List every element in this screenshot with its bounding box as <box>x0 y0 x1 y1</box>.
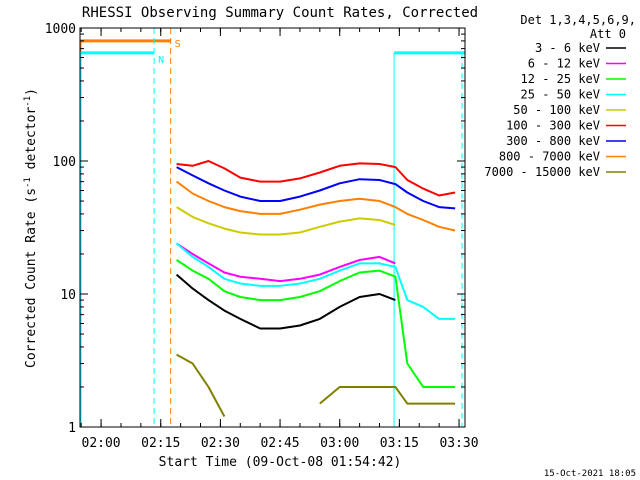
legend-label-8: 7000 - 15000 keV <box>484 165 600 179</box>
legend: Det 1,3,4,5,6,9, Att 0 3 - 6 keV 6 - 12 k… <box>484 13 636 179</box>
plot-frame <box>79 27 466 428</box>
x-tick-label: 02:15 <box>141 436 180 451</box>
legend-label-0: 3 - 6 keV <box>535 41 600 55</box>
series-line-5-0 <box>176 160 456 197</box>
legend-label-5: 100 - 300 keV <box>506 119 600 133</box>
series-line-2-0 <box>176 259 456 388</box>
series-line-3-0 <box>175 242 456 320</box>
series-line-6-0 <box>176 166 456 210</box>
y-axis-label-exp2: -1 <box>23 96 33 107</box>
y-axis-label-exp1: -1 <box>23 177 33 188</box>
annotation-label-S: S <box>175 39 181 50</box>
x-tick-label: 03:30 <box>439 436 478 451</box>
series-line-7-0 <box>176 180 456 232</box>
annotation-label-N: N <box>158 55 164 66</box>
series-line-0-0 <box>175 273 396 330</box>
x-tick-label: 03:15 <box>380 436 419 451</box>
series-line-8-1 <box>319 386 456 405</box>
x-axis: 02:00 02:15 02:30 02:45 03:00 03:15 03:30 <box>80 28 479 451</box>
series-line-4-0 <box>176 206 396 236</box>
legend-label-1: 6 - 12 keV <box>528 57 600 71</box>
series-line-1-0 <box>176 242 396 283</box>
legend-header-line1: Det 1,3,4,5,6,9, <box>520 13 636 27</box>
legend-label-2: 12 - 25 keV <box>521 72 600 86</box>
y-tick-label: 100 <box>53 155 76 170</box>
y-axis-label-close: ) <box>24 88 39 96</box>
legend-label-6: 300 - 800 keV <box>506 134 600 148</box>
series-line-8-0 <box>176 353 226 417</box>
legend-header-line2: Att 0 <box>590 27 626 41</box>
y-tick-label: 1 <box>68 421 76 436</box>
x-tick-label: 02:30 <box>201 436 240 451</box>
y-axis: 1 10 100 1000 <box>45 22 465 436</box>
legend-label-7: 800 - 7000 keV <box>499 150 600 164</box>
x-axis-label: Start Time (09-Oct-08 01:54:42) <box>159 455 402 470</box>
legend-label-4: 50 - 100 keV <box>513 103 600 117</box>
y-tick-label: 10 <box>60 288 76 303</box>
plot-area: SN <box>80 28 465 427</box>
y-axis-label-mid: detector <box>24 107 39 178</box>
y-axis-label-main: Corrected Count Rate (s <box>24 188 39 368</box>
timestamp: 15-Oct-2021 18:05 <box>544 469 636 479</box>
chart-title: RHESSI Observing Summary Count Rates, Co… <box>82 5 478 21</box>
legend-label-3: 25 - 50 keV <box>521 88 600 102</box>
y-tick-label: 1000 <box>45 22 76 37</box>
x-tick-label: 02:00 <box>82 436 121 451</box>
x-tick-label: 02:45 <box>260 436 299 451</box>
x-tick-label: 03:00 <box>320 436 359 451</box>
y-axis-label: Corrected Count Rate (s-1 detector-1) <box>23 88 39 368</box>
